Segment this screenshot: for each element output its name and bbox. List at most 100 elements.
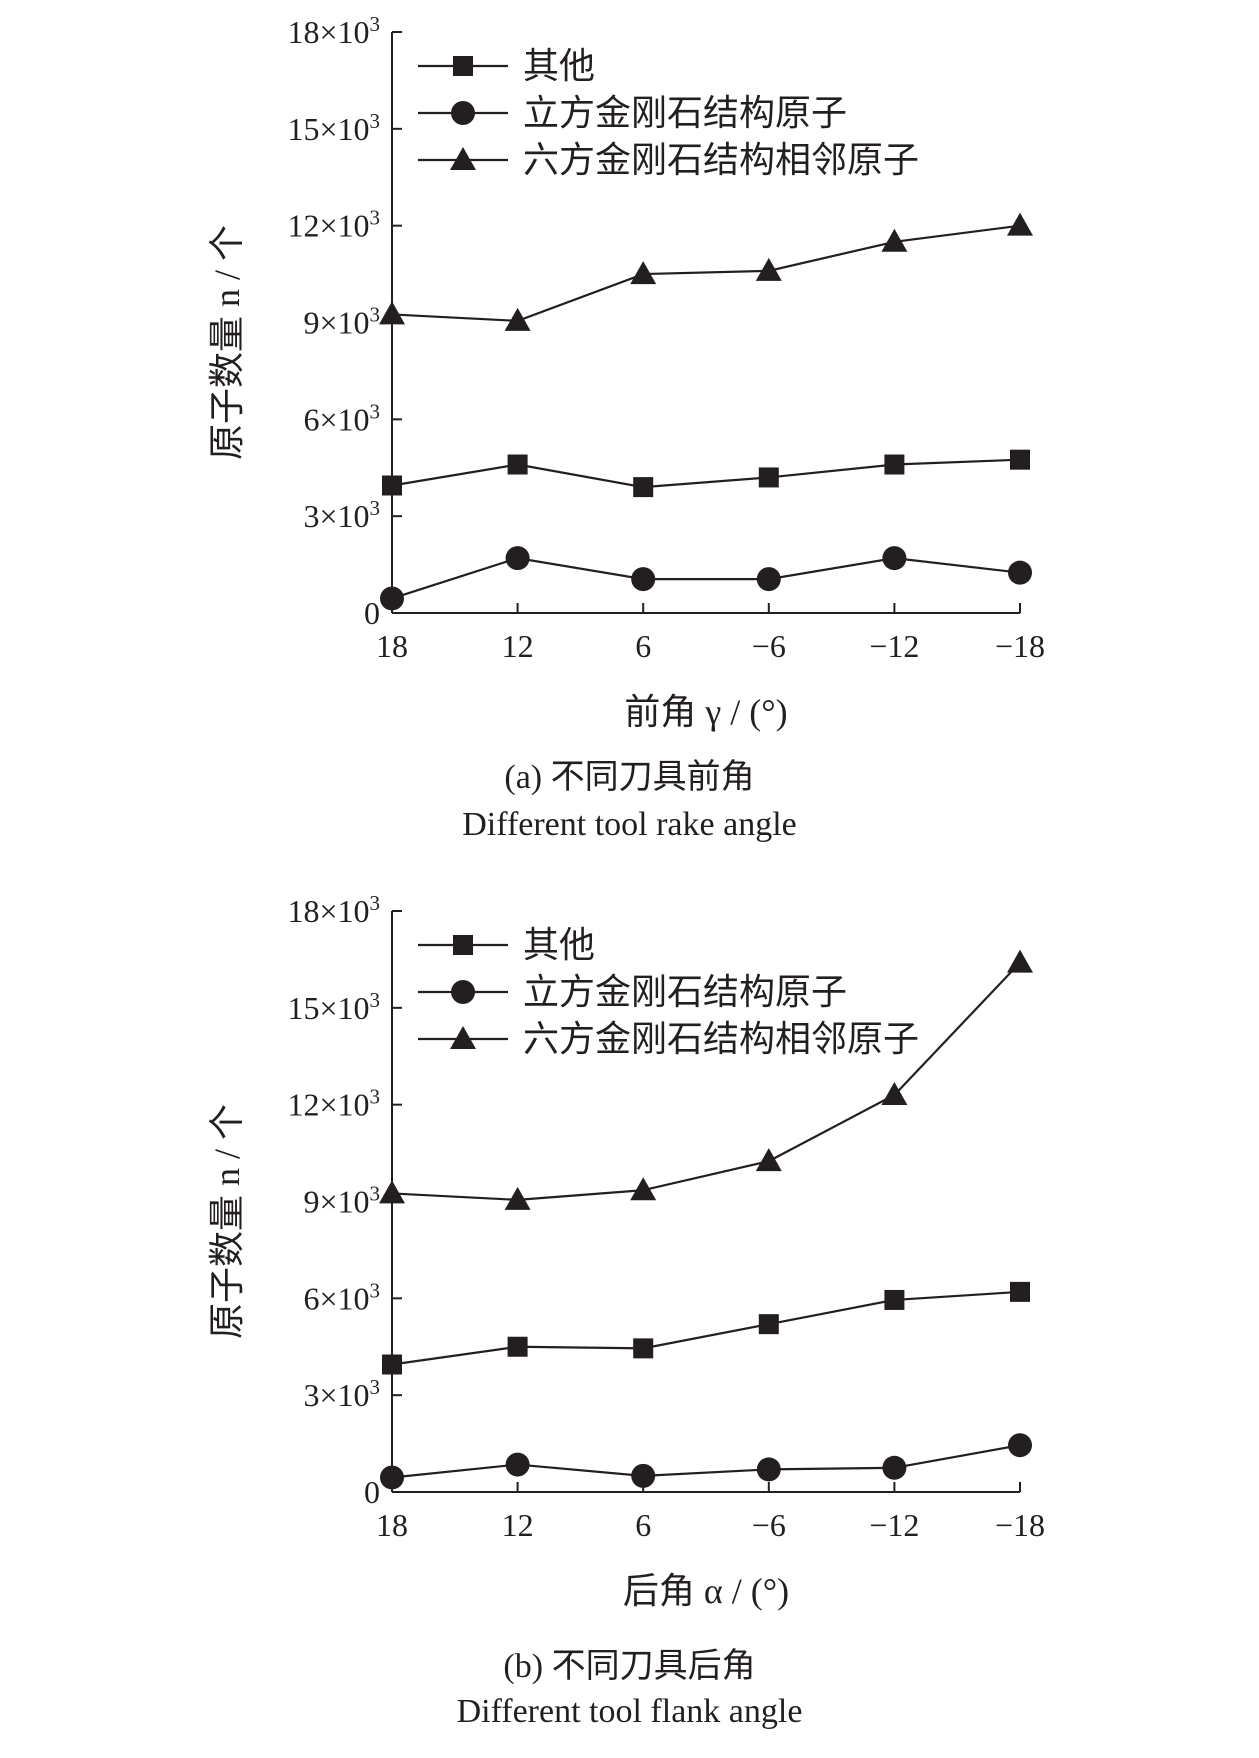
data-point-triangle	[379, 301, 405, 325]
data-point-square	[884, 1289, 905, 1310]
data-point-square	[758, 1314, 779, 1335]
data-point-triangle	[1007, 949, 1033, 973]
y-axis-title: 原子数量 n / 个	[207, 1104, 247, 1339]
y-tick-label: 15×103	[287, 109, 380, 147]
series-circle	[380, 1433, 1032, 1490]
data-point-circle	[631, 567, 656, 592]
x-axis-title: 后角 α / (°)	[623, 1571, 789, 1611]
y-tick-label: 15×103	[287, 988, 380, 1026]
series-line	[391, 1444, 1021, 1479]
legend-marker-square	[453, 56, 473, 76]
line-chart-rake-angle: 0 3×103 6×103 9×103 12×103 15×103 18×103 18 12 6 −…	[207, 12, 1045, 732]
legend-marker-triangle	[450, 147, 476, 170]
data-point-square	[884, 454, 905, 475]
legend-label: 其他	[523, 925, 595, 965]
data-point-triangle	[755, 257, 782, 281]
legend-marker-circle	[451, 980, 475, 1004]
series-line	[391, 556, 1021, 600]
data-point-square	[1010, 449, 1030, 470]
x-axis-title: 前角 γ / (°)	[624, 692, 787, 732]
line-chart-flank-angle: 0 3×103 6×103 9×103 12×103 15×103 18×103 18 12 6 −…	[207, 891, 1045, 1611]
data-point-triangle	[755, 1148, 782, 1172]
data-point-circle	[1008, 1433, 1032, 1458]
legend-marker-circle	[451, 101, 475, 125]
x-tick-label: 12	[502, 1507, 534, 1543]
data-point-triangle	[504, 1186, 531, 1210]
y-tick-label: 6×103	[303, 399, 380, 437]
data-point-circle	[1008, 560, 1032, 585]
y-tick-label: 6×103	[303, 1278, 380, 1316]
chart-panel-b: 0 3×103 6×103 9×103 12×103 15×103 18×103 18 12 6 −…	[0, 879, 1259, 1758]
data-point-square	[382, 475, 402, 496]
legend-label: 六方金刚石结构相邻原子	[523, 1019, 919, 1059]
data-point-circle	[505, 1452, 530, 1477]
y-axis-title: 原子数量 n / 个	[207, 225, 247, 460]
data-point-triangle	[630, 261, 657, 285]
data-point-triangle	[881, 228, 908, 252]
x-tick-label: −12	[869, 628, 919, 664]
legend-marker-triangle	[450, 1026, 476, 1049]
data-point-triangle	[630, 1177, 657, 1201]
series-line	[391, 458, 1021, 489]
x-tick-label: −6	[752, 628, 786, 664]
y-tick-label: 12×103	[287, 206, 380, 244]
legend-label: 其他	[523, 46, 595, 86]
data-point-triangle	[379, 1180, 405, 1204]
chart-caption-b: (b) 不同刀具后角	[503, 1648, 756, 1685]
data-point-triangle	[881, 1081, 908, 1105]
series-square	[382, 449, 1030, 498]
legend-label: 立方金刚石结构原子	[523, 972, 847, 1012]
chart-panel-a: 0 3×103 6×103 9×103 12×103 15×103 18×103 18 12 6 −…	[207, 12, 1045, 843]
legend-label: 立方金刚石结构原子	[523, 93, 847, 133]
data-point-square	[633, 1338, 654, 1359]
series-line	[391, 224, 1021, 322]
y-tick-label: 3×103	[303, 1375, 380, 1413]
data-point-square	[633, 477, 654, 498]
legend-label: 六方金刚石结构相邻原子	[523, 140, 919, 180]
data-point-circle	[756, 1457, 781, 1482]
legend-marker-square	[453, 935, 473, 955]
series-line	[391, 961, 1021, 1201]
data-point-circle	[505, 546, 530, 571]
x-tick-label: 6	[635, 628, 651, 664]
data-point-circle	[380, 586, 404, 611]
y-tick-label: 0	[364, 1474, 380, 1510]
y-tick-label: 9×103	[303, 303, 380, 341]
y-tick-label: 18×103	[287, 12, 380, 50]
data-point-square	[382, 1354, 402, 1375]
series-line	[391, 1290, 1021, 1366]
series-triangle	[379, 212, 1033, 331]
y-tick-label: 9×103	[303, 1182, 380, 1220]
data-point-square	[758, 467, 779, 488]
series-triangle	[379, 949, 1033, 1210]
x-tick-label: 6	[635, 1507, 651, 1543]
x-tick-label: −12	[869, 1507, 919, 1543]
x-tick-label: −18	[995, 1507, 1045, 1543]
x-tick-label: 18	[376, 1507, 408, 1543]
x-tick-label: 12	[502, 628, 534, 664]
data-point-square	[1010, 1281, 1030, 1302]
data-point-square	[507, 1336, 528, 1357]
data-point-triangle	[1007, 212, 1033, 236]
y-tick-label: 3×103	[303, 496, 380, 534]
x-tick-label: −6	[752, 1507, 786, 1543]
chart-caption-en-b: Different tool flank angle	[456, 1693, 803, 1730]
series-square	[382, 1281, 1030, 1375]
data-point-circle	[756, 567, 781, 592]
data-point-circle	[882, 546, 907, 571]
data-point-circle	[631, 1463, 656, 1488]
y-tick-label: 0	[364, 595, 380, 631]
chart-caption-a: (a) 不同刀具前角	[504, 759, 755, 796]
data-point-circle	[882, 1455, 907, 1480]
series-circle	[380, 546, 1032, 611]
chart-caption-en-a: Different tool rake angle	[462, 806, 797, 843]
data-point-square	[507, 454, 528, 475]
y-tick-label: 18×103	[287, 891, 380, 929]
x-tick-label: −18	[995, 628, 1045, 664]
data-point-circle	[380, 1465, 404, 1490]
y-tick-label: 12×103	[287, 1085, 380, 1123]
x-tick-label: 18	[376, 628, 408, 664]
data-point-triangle	[504, 307, 531, 331]
